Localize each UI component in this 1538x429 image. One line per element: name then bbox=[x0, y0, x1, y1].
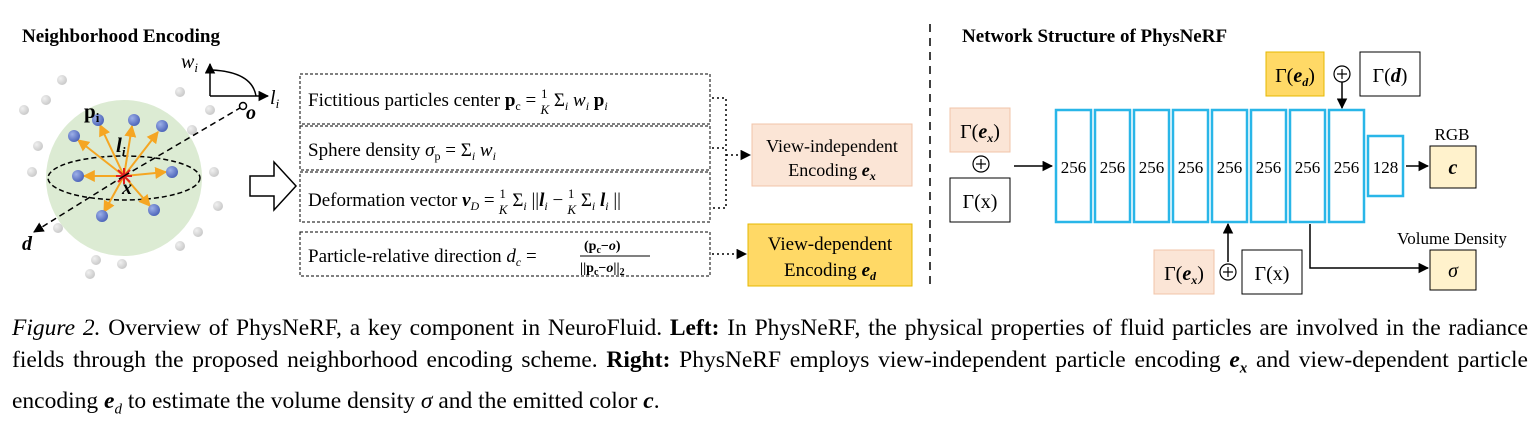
layer-2 bbox=[1093, 108, 1132, 224]
layer-9-width: 128 bbox=[1373, 158, 1399, 177]
caption-right-label: Right: bbox=[606, 347, 671, 373]
layer-6 bbox=[1249, 108, 1288, 224]
big-arrow bbox=[249, 160, 298, 212]
layer-8 bbox=[1327, 108, 1366, 224]
layer-9 bbox=[1366, 134, 1405, 198]
svg-text:Encoding ex: Encoding ex bbox=[788, 160, 876, 183]
right-title: Network Structure of PhysNeRF bbox=[962, 26, 1227, 47]
svg-text:Γ(x): Γ(x) bbox=[1255, 263, 1290, 285]
input-gamma-d: Γ(d) bbox=[1359, 51, 1421, 97]
bottom-gamma-x: Γ(x) bbox=[1241, 249, 1303, 295]
caption-text-5: to estimate the volume density bbox=[121, 387, 421, 414]
network-layers: 256 256 256 256 256 256 256 256 128 bbox=[1054, 108, 1405, 224]
ray-d bbox=[33, 175, 125, 233]
layer-6-width: 256 bbox=[1256, 158, 1282, 177]
output-sigma: σ bbox=[1429, 249, 1477, 291]
density-arrow bbox=[1309, 224, 1430, 274]
caption-text-3: PhysNeRF employs view-independent partic… bbox=[670, 347, 1230, 373]
volume-density-label: Volume Density bbox=[1397, 229, 1507, 248]
box-sphere-density: Sphere density σp = Σi wi bbox=[299, 125, 711, 171]
bottom-gamma-ex: Γ(ex) bbox=[1153, 249, 1215, 295]
caption-text-6: and the emitted color bbox=[432, 387, 644, 414]
figure-label: Figure 2. bbox=[12, 315, 101, 341]
svg-text:View-independent: View-independent bbox=[766, 136, 898, 156]
weight-curve bbox=[211, 69, 257, 97]
svg-text:Particle-relative direction dc: Particle-relative direction dc = bbox=[308, 246, 537, 269]
layer-7 bbox=[1288, 108, 1327, 224]
layer-5-width: 256 bbox=[1217, 158, 1243, 177]
input-gamma-x: Γ(x) bbox=[949, 177, 1011, 223]
sphere-equator bbox=[47, 155, 201, 201]
layer-2-width: 256 bbox=[1100, 158, 1126, 177]
svg-text:σ: σ bbox=[1448, 260, 1459, 282]
svg-text:View-dependent: View-dependent bbox=[768, 234, 893, 255]
figure-caption: Figure 2. Overview of PhysNeRF, a key co… bbox=[12, 312, 1528, 425]
layer-5 bbox=[1210, 108, 1249, 224]
svg-text:Γ(x): Γ(x) bbox=[963, 191, 998, 213]
layer-4 bbox=[1171, 108, 1210, 224]
o-label: o bbox=[246, 102, 256, 124]
w-i-label: wi bbox=[181, 51, 198, 75]
layer-3 bbox=[1132, 108, 1171, 224]
gray-particles bbox=[19, 75, 223, 279]
layer-1 bbox=[1054, 108, 1093, 224]
svg-text:Γ(ex): Γ(ex) bbox=[960, 121, 1000, 145]
layer-1-width: 256 bbox=[1061, 158, 1087, 177]
input-gamma-ed: Γ(ed) bbox=[1265, 51, 1325, 97]
caption-ed: e bbox=[104, 387, 115, 414]
svg-text:Fictitious particles center pc: Fictitious particles center pc = 1K Σi w… bbox=[308, 86, 608, 117]
svg-text:Γ(d): Γ(d) bbox=[1373, 65, 1408, 87]
bottom-plus bbox=[1219, 263, 1237, 281]
d-label: d bbox=[22, 233, 33, 255]
caption-ex-sub: x bbox=[1239, 360, 1248, 377]
svg-text:c: c bbox=[1449, 157, 1458, 179]
caption-ed-sub: d bbox=[114, 401, 122, 418]
l-i-axis-label: li bbox=[270, 87, 280, 111]
layer-7-width: 256 bbox=[1295, 158, 1321, 177]
input-gamma-ex: Γ(ex) bbox=[949, 107, 1011, 153]
caption-c: c bbox=[643, 387, 654, 414]
caption-text-1: Overview of PhysNeRF, a key component in… bbox=[100, 315, 670, 341]
caption-text-4: and view-dependent particle encoding bbox=[12, 347, 1528, 414]
svg-text:Deformation vector vD = 1K Σi: Deformation vector vD = 1K Σi ||li − 1K … bbox=[308, 186, 621, 217]
caption-left-label: Left: bbox=[669, 315, 720, 341]
l-i-label: li bbox=[116, 133, 126, 159]
input-plus bbox=[972, 155, 990, 173]
top-plus bbox=[1333, 65, 1351, 83]
view-independent-box: View-independent Encoding ex bbox=[751, 123, 913, 187]
connector-bracket bbox=[712, 97, 727, 209]
caption-text-7: . bbox=[653, 387, 660, 414]
p-i-label: pi bbox=[84, 99, 100, 125]
rgb-label: RGB bbox=[1435, 125, 1470, 144]
layer-3-width: 256 bbox=[1139, 158, 1165, 177]
caption-sigma: σ bbox=[420, 387, 433, 414]
caption-ex: e bbox=[1229, 347, 1240, 373]
physnerf-figure: Neighborhood Encoding bbox=[19, 24, 1507, 295]
caption-text-2: In PhysNeRF, the physical properties of … bbox=[12, 315, 1529, 373]
svg-text:Encoding ed: Encoding ed bbox=[784, 260, 877, 283]
output-c: c bbox=[1429, 145, 1477, 189]
ray-to-o bbox=[123, 107, 241, 177]
x-label: x bbox=[121, 177, 132, 199]
view-dependent-box: View-dependent Encoding ed bbox=[747, 223, 913, 287]
svg-text:Γ(ex): Γ(ex) bbox=[1164, 263, 1204, 287]
neighbor-particles bbox=[68, 114, 178, 222]
svg-text:||pc−o||2: ||pc−o||2 bbox=[580, 261, 625, 278]
svg-text:Sphere density σp = Σi wi: Sphere density σp = Σi wi bbox=[308, 140, 496, 163]
layer-4-width: 256 bbox=[1178, 158, 1204, 177]
svg-text:(pc−o): (pc−o) bbox=[584, 239, 621, 256]
layer-8-width: 256 bbox=[1334, 158, 1360, 177]
left-title: Neighborhood Encoding bbox=[22, 26, 220, 47]
box-particle-direction: Particle-relative direction dc = (pc−o) … bbox=[299, 231, 711, 278]
camera-origin bbox=[238, 101, 248, 111]
svg-text:Γ(ed): Γ(ed) bbox=[1275, 65, 1315, 89]
